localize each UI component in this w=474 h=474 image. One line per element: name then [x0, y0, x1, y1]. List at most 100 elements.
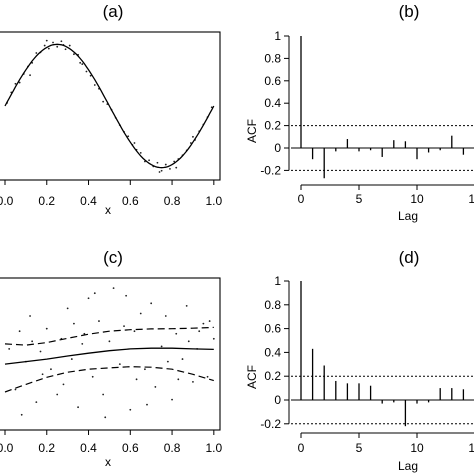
panel-c-point	[66, 307, 69, 310]
panel-c-point	[62, 383, 65, 386]
panel-a-xtick-label: 0.2	[38, 194, 55, 208]
panel-c-xtick-label: 1.0	[205, 441, 222, 455]
panel-c-point	[125, 294, 128, 297]
panel-c-point	[192, 380, 194, 383]
panel-a-point	[189, 142, 192, 144]
panel-c-point	[185, 304, 188, 307]
panel-b-ytick-label: 0	[274, 141, 281, 155]
panel-c-point	[166, 360, 169, 363]
panel-a-point	[64, 48, 67, 51]
panel-d-ytick-label: 0.8	[264, 298, 281, 312]
panel-a-point	[73, 53, 75, 56]
panel-c-xtick-label: 0.8	[164, 441, 181, 455]
panel-c-point	[181, 358, 184, 360]
panel-c-point	[31, 340, 34, 343]
panel-a-point	[192, 135, 194, 138]
panel-c-point	[45, 327, 48, 330]
panel-a-xtick-label: 0.6	[122, 194, 139, 208]
panel-c-point	[123, 325, 125, 328]
panel-c-upper-band	[4, 326, 214, 346]
panel-c-point	[50, 368, 52, 371]
panel-c-point	[135, 378, 138, 381]
panel-b-ytick-label: 0.4	[264, 96, 281, 110]
panel-a-point	[173, 160, 176, 163]
panel-a-point	[158, 171, 161, 173]
panel-d-ytick-label: 0.4	[264, 345, 281, 359]
panel-c-point	[108, 340, 111, 343]
panel-a-xtick-label: 0.4	[80, 194, 97, 208]
panel-c-point	[14, 388, 17, 391]
panel-c-xtick-label: 0.2	[38, 441, 55, 455]
panel-c-point	[133, 330, 136, 333]
panel-a-point	[68, 44, 71, 47]
panel-d-ytick-label: 0.2	[264, 369, 281, 383]
panel-a-point	[35, 52, 38, 54]
panel-c-point	[144, 368, 146, 371]
panel-c-point	[91, 375, 94, 378]
panel-a-point	[18, 81, 21, 84]
panel-c-point	[175, 332, 178, 335]
panel-d-xtick-label: 5	[356, 441, 363, 455]
panel-c-point	[104, 416, 107, 419]
panel-b-ytick-label: 0.6	[264, 74, 281, 88]
panel-c-point	[102, 393, 105, 396]
panel-c-point	[18, 330, 21, 333]
panel-d-ytick-label: 0	[274, 393, 281, 407]
panel-c-point	[81, 342, 84, 345]
panel-a-point	[14, 82, 17, 85]
panel-a-point	[156, 161, 159, 164]
panel-d-ytick-label: 1	[274, 274, 281, 288]
panel-c-point	[77, 406, 79, 409]
panel-a-point	[139, 151, 142, 154]
panel-a-point	[45, 39, 48, 42]
panel-b-xtick-label: 10	[410, 192, 424, 206]
panel-c-point	[41, 373, 44, 376]
panel-a-point	[160, 169, 163, 172]
panel-a-point	[89, 74, 92, 77]
panel-a-point	[56, 45, 59, 48]
panel-a-point	[29, 74, 31, 77]
panel-a-title: (a)	[103, 2, 124, 21]
panel-b-xtick-label: 0	[298, 192, 305, 206]
panel-c-point	[164, 315, 167, 317]
panel-a-frame	[0, 31, 221, 181]
panel-a-point	[175, 166, 178, 169]
panel-d-xtick-label: 10	[410, 441, 424, 455]
panel-d-xlabel: Lag	[398, 459, 418, 473]
panel-c-point	[70, 358, 73, 360]
panel-b-ylabel: ACF	[245, 119, 259, 143]
panel-c-lower-band	[4, 366, 214, 393]
panel-a-xtick-label: 1.0	[205, 194, 222, 208]
panel-b-ytick-label: 0.8	[264, 51, 281, 65]
panel-c-point	[20, 413, 23, 416]
panel-a-point	[85, 70, 88, 73]
panel-c-point	[83, 332, 86, 335]
panel-c-point	[177, 378, 180, 381]
panel-d-xtick-label: 0	[298, 441, 305, 455]
panel-b-ytick-label: 0.2	[264, 119, 281, 133]
panel-b-xtick-label: 15	[468, 192, 474, 206]
panel-a-point	[43, 44, 46, 47]
panel-c-point	[29, 315, 31, 317]
panel-d-ytick-label: 0.6	[264, 322, 281, 336]
panel-c-point	[198, 330, 201, 333]
panel-a-fit-line	[4, 43, 215, 169]
panel-c-point	[187, 340, 190, 343]
panel-c-xtick-label: 0.0	[0, 441, 14, 455]
panel-c-frame	[0, 277, 221, 431]
panel-c-point	[146, 403, 148, 406]
panel-c-xlabel: x	[105, 455, 111, 469]
panel-c-point	[87, 297, 90, 300]
panel-c-point	[73, 322, 75, 325]
panel-a-point	[127, 135, 130, 138]
panel-a-point	[169, 168, 171, 170]
panel-c-point	[154, 386, 157, 388]
panel-c-point	[98, 320, 100, 322]
panel-b-xlabel: Lag	[398, 209, 418, 223]
panel-c-point	[35, 401, 38, 404]
panel-c-point	[93, 292, 96, 295]
panel-b-ytick-label: 1	[274, 29, 281, 43]
panel-c-point	[129, 408, 132, 411]
panel-d-title: (d)	[399, 248, 420, 267]
